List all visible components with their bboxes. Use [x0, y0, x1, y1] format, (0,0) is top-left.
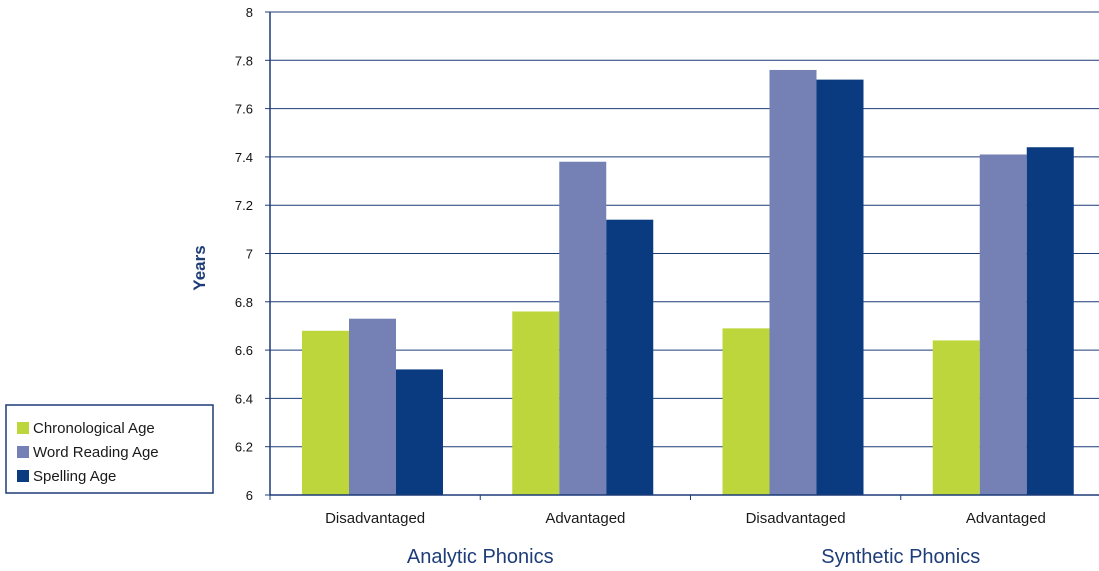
legend-box [5, 404, 214, 494]
legend: Chronological Age Word Reading Age Spellin… [5, 404, 214, 494]
y-tick-labels: 6 6.2 6.4 6.6 6.8 7 7.2 7.4 7.6 7.8 8 [235, 5, 253, 503]
bar [932, 340, 980, 495]
bar [559, 161, 607, 496]
legend-swatch [17, 470, 29, 482]
legend-swatch [17, 422, 29, 434]
bar [722, 328, 770, 495]
y-tick-label: 7.6 [235, 102, 253, 117]
y-tick-label: 6.8 [235, 295, 253, 310]
y-tick-label: 7.4 [235, 150, 253, 165]
group-labels: Analytic Phonics Synthetic Phonics [407, 546, 980, 568]
y-tick-label: 7 [246, 247, 253, 262]
bar [769, 69, 817, 496]
group-label: Synthetic Phonics [821, 546, 980, 568]
y-tick-label: 7.8 [235, 53, 253, 68]
legend-label: Spelling Age [33, 468, 116, 485]
y-tick-label: 6.2 [235, 440, 253, 455]
legend-label: Word Reading Age [33, 444, 159, 461]
bar [1026, 147, 1074, 496]
bar [349, 318, 396, 495]
y-tick-label: 7.2 [235, 198, 253, 213]
group-label: Analytic Phonics [407, 546, 554, 568]
y-tick-label: 8 [246, 5, 253, 20]
y-axis-label: Years [190, 245, 209, 290]
x-tick-label: Disadvantaged [325, 510, 425, 527]
bar [512, 311, 560, 495]
y-tick-label: 6 [246, 488, 253, 503]
x-tick-labels: Disadvantaged Advantaged Disadvantaged Adva… [269, 495, 1046, 527]
bar [606, 219, 654, 495]
bar [979, 154, 1027, 496]
x-tick-label: Advantaged [545, 510, 625, 527]
x-tick-label: Advantaged [966, 510, 1046, 527]
bar [302, 330, 349, 495]
x-tick-label: Disadvantaged [746, 510, 846, 527]
bar [816, 79, 864, 496]
y-tick-label: 6.6 [235, 343, 253, 358]
legend-label: Chronological Age [33, 420, 155, 437]
legend-swatch [17, 446, 29, 458]
bars [302, 69, 1074, 496]
y-tick-label: 6.4 [235, 391, 253, 406]
bar [396, 369, 443, 495]
